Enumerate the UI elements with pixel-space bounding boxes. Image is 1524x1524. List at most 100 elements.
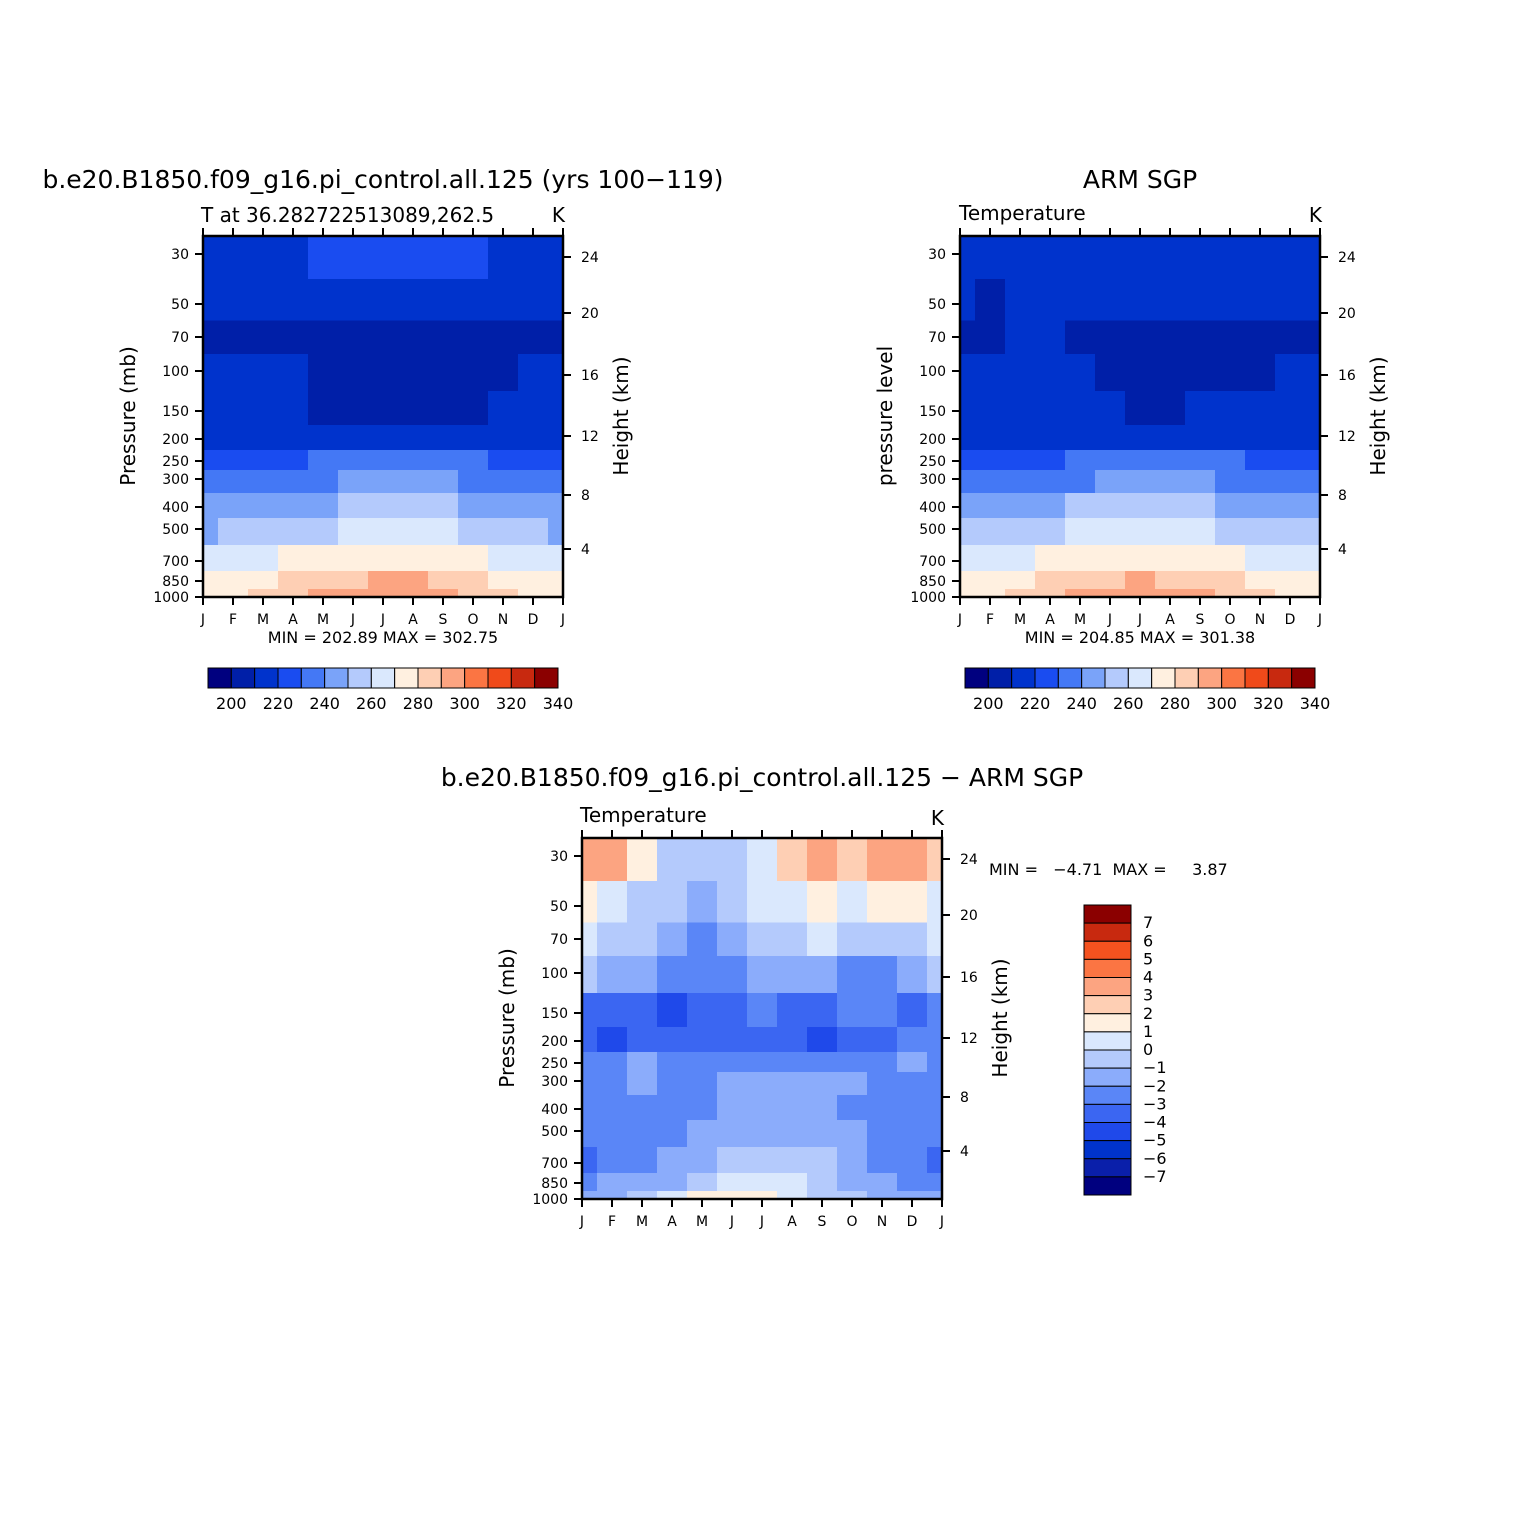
y-tick-label: 1000 bbox=[910, 590, 946, 606]
data-cell bbox=[927, 1120, 942, 1148]
data-cell bbox=[627, 1027, 658, 1053]
data-cell bbox=[777, 881, 808, 924]
data-cell bbox=[807, 1191, 838, 1199]
x-tick-label: A bbox=[1165, 612, 1175, 628]
data-cell bbox=[548, 425, 563, 451]
data-cell bbox=[1215, 589, 1246, 597]
data-cell bbox=[1125, 279, 1156, 322]
x-tick-label: M bbox=[636, 1214, 648, 1230]
data-cell bbox=[398, 279, 429, 322]
data-cell bbox=[428, 589, 459, 597]
data-cell bbox=[1305, 354, 1320, 392]
data-cell bbox=[777, 1095, 808, 1121]
colorbar-label: 220 bbox=[263, 694, 294, 713]
data-cell bbox=[248, 450, 279, 471]
data-cell bbox=[203, 450, 219, 471]
data-cell bbox=[518, 425, 549, 451]
data-cell bbox=[338, 354, 369, 392]
data-cell bbox=[308, 470, 339, 494]
data-cell bbox=[747, 993, 778, 1028]
data-cell bbox=[518, 571, 549, 590]
data-cell bbox=[597, 1173, 628, 1192]
contour-plot bbox=[580, 836, 944, 1201]
contour-plot bbox=[201, 234, 565, 599]
data-cell bbox=[428, 320, 459, 355]
data-cell bbox=[747, 838, 778, 882]
data-cell bbox=[1245, 470, 1276, 494]
data-cell bbox=[960, 279, 976, 322]
colorbar-label: −2 bbox=[1143, 1076, 1167, 1095]
data-cell bbox=[837, 838, 868, 882]
data-cell bbox=[203, 425, 219, 451]
data-cell bbox=[518, 236, 549, 280]
x-tick-label: J bbox=[560, 612, 565, 628]
data-cell bbox=[597, 1027, 628, 1053]
data-cell bbox=[338, 470, 369, 494]
data-cell bbox=[308, 279, 339, 322]
data-cell bbox=[278, 236, 309, 280]
x-tick-label: F bbox=[608, 1214, 616, 1230]
data-cell bbox=[488, 450, 519, 471]
data-cell bbox=[597, 1052, 628, 1073]
data-cell bbox=[747, 1027, 778, 1053]
data-cell bbox=[1245, 425, 1276, 451]
y2-tick-label: 12 bbox=[1338, 429, 1356, 445]
data-cell bbox=[1095, 425, 1126, 451]
panel-subtitle-right: K bbox=[1309, 203, 1323, 227]
data-cell bbox=[657, 956, 688, 994]
colorbar-label: 220 bbox=[1020, 694, 1051, 713]
data-cell bbox=[837, 881, 868, 924]
y-tick-label: 700 bbox=[162, 554, 189, 570]
y2-axis-label: Height (km) bbox=[1366, 356, 1390, 475]
data-cell bbox=[867, 1147, 898, 1174]
data-cell bbox=[582, 1027, 598, 1053]
y2-axis-ticks: 24 20 16 12 8 4 bbox=[942, 852, 978, 1160]
colorbar-label: 260 bbox=[1113, 694, 1144, 713]
x-tick-label: J bbox=[1107, 612, 1112, 628]
data-cell bbox=[627, 881, 658, 924]
data-cell bbox=[837, 1120, 868, 1148]
data-cell bbox=[248, 320, 279, 355]
data-cell bbox=[218, 450, 249, 471]
y-tick-label: 500 bbox=[162, 522, 189, 538]
colorbar-box bbox=[1267, 667, 1293, 689]
data-cell bbox=[1155, 236, 1186, 280]
data-cell bbox=[975, 425, 1006, 451]
data-cell bbox=[1275, 279, 1306, 322]
data-cell bbox=[582, 956, 598, 994]
data-cell bbox=[1035, 470, 1066, 494]
data-cell bbox=[368, 236, 399, 280]
min-max-stats: MIN = 204.85 MAX = 301.38 bbox=[1025, 628, 1255, 647]
data-cell bbox=[1275, 545, 1306, 572]
data-cell bbox=[897, 1191, 928, 1199]
data-cell bbox=[747, 1147, 778, 1174]
y2-tick-label: 24 bbox=[960, 852, 978, 868]
data-cell bbox=[1035, 518, 1066, 546]
data-cell bbox=[747, 922, 778, 957]
data-cell bbox=[960, 518, 976, 546]
y2-axis-label: Height (km) bbox=[988, 958, 1012, 1077]
data-cell bbox=[897, 993, 928, 1028]
panel-subtitle-right: K bbox=[552, 203, 566, 227]
y-tick-label: 150 bbox=[541, 1006, 568, 1022]
data-cell bbox=[1245, 518, 1276, 546]
data-cell bbox=[1185, 425, 1216, 451]
data-cell bbox=[657, 1173, 688, 1192]
data-cell bbox=[1185, 493, 1216, 519]
colorbar-box bbox=[1083, 1176, 1132, 1196]
data-cell bbox=[777, 1120, 808, 1148]
data-cell bbox=[368, 571, 399, 590]
data-cell bbox=[1095, 391, 1126, 426]
data-cell bbox=[518, 320, 549, 355]
x-tick-label: M bbox=[257, 612, 269, 628]
data-cell bbox=[1095, 545, 1126, 572]
data-cell bbox=[518, 589, 549, 597]
data-cell bbox=[807, 922, 838, 957]
data-cell bbox=[975, 589, 1006, 597]
data-cell bbox=[398, 320, 429, 355]
data-cell bbox=[717, 1147, 748, 1174]
data-cell bbox=[1005, 320, 1036, 355]
data-cell bbox=[960, 589, 976, 597]
